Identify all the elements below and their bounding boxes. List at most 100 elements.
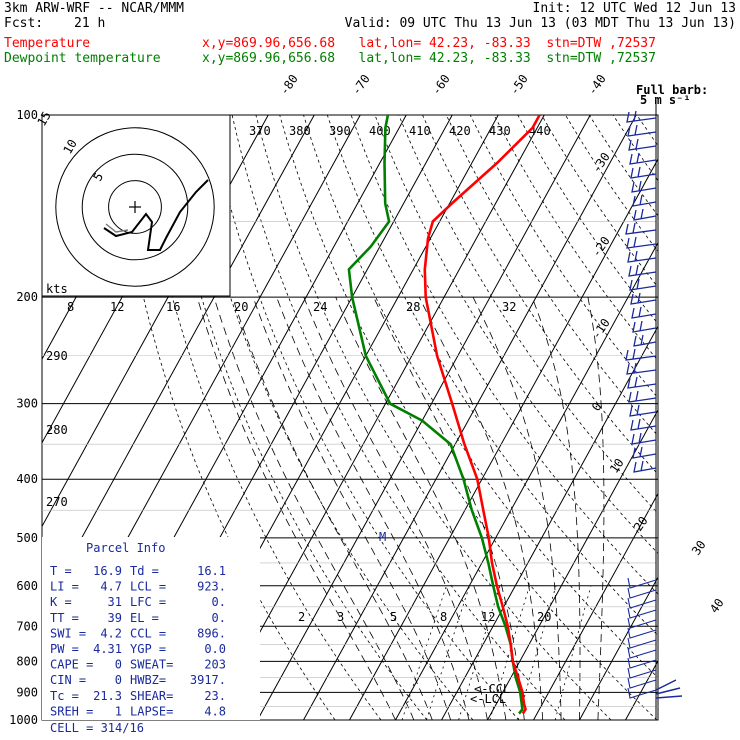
mixing-ratio-top-label: 20 bbox=[234, 300, 248, 314]
wind-barb bbox=[632, 446, 657, 459]
parcel-row-value2: 0.0 bbox=[204, 642, 226, 656]
mixing-ratio-label: 8 bbox=[440, 610, 447, 624]
parcel-row-label: TT = bbox=[50, 611, 79, 625]
ccl-marker: <-CCL bbox=[474, 682, 510, 696]
m-marker: M bbox=[379, 530, 386, 544]
parcel-row-value2: 16.1 bbox=[197, 564, 226, 578]
hodograph-ring bbox=[108, 180, 162, 234]
hodograph-trace-low bbox=[105, 223, 129, 233]
pressure-tick-label: 400 bbox=[16, 472, 38, 486]
pressure-tick-label: 500 bbox=[16, 531, 38, 545]
moist-adiabat-line bbox=[232, 296, 433, 720]
parcel-row-label2: LCL = bbox=[130, 580, 166, 594]
mixing-ratio-label: 20 bbox=[537, 610, 551, 624]
dry-adiabat-line bbox=[661, 115, 740, 720]
parcel-row-label2: CCL = bbox=[130, 626, 166, 640]
model-title: 3km ARW-WRF -- NCAR/MMM bbox=[4, 1, 185, 16]
hodograph-ring bbox=[55, 127, 215, 287]
wind-barb bbox=[655, 679, 683, 699]
parcel-row-value: 31 bbox=[108, 595, 122, 609]
parcel-row-label: Tc = bbox=[50, 689, 79, 703]
mixing-ratio-label: 2 bbox=[298, 610, 305, 624]
wind-barb bbox=[629, 278, 657, 291]
wind-barb bbox=[629, 152, 657, 165]
isotherm-label: -70 bbox=[349, 72, 373, 98]
wind-barb bbox=[630, 166, 657, 179]
parcel-cell-value: CELL = 314/16 bbox=[50, 721, 144, 735]
parcel-row-label: T = bbox=[50, 564, 72, 578]
pressure-tick-label: 900 bbox=[16, 685, 38, 699]
valid-time: Valid: 09 UTC Thu 13 Jun 13 (03 MDT Thu … bbox=[344, 16, 736, 31]
parcel-panel-bg bbox=[42, 537, 260, 720]
wind-barb bbox=[625, 222, 657, 235]
wind-barb bbox=[626, 236, 657, 249]
parcel-row-label: LI = bbox=[50, 580, 79, 594]
mixing-ratio-label: 12 bbox=[481, 610, 495, 624]
dewpoint-profile-line bbox=[347, 115, 524, 715]
wind-barb bbox=[631, 432, 657, 445]
dry-adiabat-line bbox=[541, 115, 658, 288]
hodograph-ring bbox=[81, 153, 189, 261]
wind-barb bbox=[627, 607, 657, 619]
wind-barb bbox=[627, 647, 657, 659]
pressure-tick-label: 800 bbox=[16, 654, 38, 668]
dry-adiabat-line bbox=[445, 115, 658, 437]
moist-adiabat-line bbox=[252, 296, 452, 720]
isotherm-label: -30 bbox=[589, 150, 613, 176]
mixing-ratio-top-label: 32 bbox=[502, 300, 516, 314]
wind-barb bbox=[631, 180, 657, 193]
wind-barb bbox=[632, 320, 657, 333]
moist-adiabat-line bbox=[196, 296, 396, 720]
isotherm-line bbox=[672, 115, 740, 720]
wind-barb bbox=[630, 418, 657, 431]
parcel-info-panel: Parcel Info T = 16.9 Td = 16.1 LI = 4.7 LCL = 92… bbox=[42, 537, 260, 735]
parcel-row-value: 4.2 bbox=[100, 626, 122, 640]
parcel-row-value: 4.31 bbox=[93, 642, 122, 656]
isotherm-line bbox=[303, 115, 637, 720]
dry-adiabat-line bbox=[374, 115, 658, 554]
wind-barb bbox=[627, 637, 657, 649]
isotherm-label: 20 bbox=[631, 514, 651, 534]
parcel-row-label2: LFC = bbox=[130, 595, 166, 609]
moist-adiabat-line bbox=[587, 297, 605, 720]
wind-barbs: Full barb: 5 m s⁻¹ bbox=[625, 83, 708, 720]
parcel-row-value2: 3917. bbox=[190, 673, 226, 687]
pressure-tick-label: 100 bbox=[16, 108, 38, 122]
theta-label: 370 bbox=[249, 124, 271, 138]
parcel-row-label: PW = bbox=[50, 642, 79, 656]
isotherm-line bbox=[395, 241, 658, 720]
moist-adiabat-line bbox=[213, 296, 415, 720]
parcel-row-label2: EL = bbox=[130, 611, 159, 625]
wind-barb bbox=[627, 677, 657, 689]
isotherm-line bbox=[533, 492, 658, 720]
hodograph-ring-label: 15 bbox=[34, 109, 53, 129]
sounding-profiles bbox=[347, 115, 541, 715]
isotherm-label: 40 bbox=[707, 596, 727, 616]
wind-barb bbox=[627, 627, 657, 639]
parcel-row-value: 4.7 bbox=[100, 580, 122, 594]
parcel-row-label2: YGP = bbox=[130, 642, 166, 656]
theta-label: 410 bbox=[409, 124, 431, 138]
mixing-ratio-top-label: 24 bbox=[313, 300, 327, 314]
isotherm-label: -50 bbox=[507, 72, 531, 98]
wind-barb bbox=[628, 264, 657, 277]
theta-e-label: 280 bbox=[46, 423, 68, 437]
isotherm-label: 30 bbox=[689, 538, 709, 558]
pressure-tick-label: 600 bbox=[16, 579, 38, 593]
theta-label: 380 bbox=[289, 124, 311, 138]
theta-label: 420 bbox=[449, 124, 471, 138]
isotherm-line bbox=[42, 115, 315, 612]
wind-barb bbox=[627, 687, 657, 699]
theta-label: 430 bbox=[489, 124, 511, 138]
moist-adiabat-line bbox=[531, 296, 581, 720]
hodograph-ring-label: 10 bbox=[60, 137, 79, 157]
wind-barb bbox=[633, 334, 657, 347]
mixing-ratio-label: 3 bbox=[337, 610, 344, 624]
wind-barb bbox=[627, 250, 657, 263]
hodograph-unit-label: kts bbox=[46, 282, 68, 296]
isotherm-label: -60 bbox=[429, 72, 453, 98]
wind-barb bbox=[630, 292, 657, 305]
wind-barb bbox=[628, 138, 657, 151]
wind-barb bbox=[627, 587, 657, 599]
dry-adiabat-line bbox=[326, 115, 658, 637]
